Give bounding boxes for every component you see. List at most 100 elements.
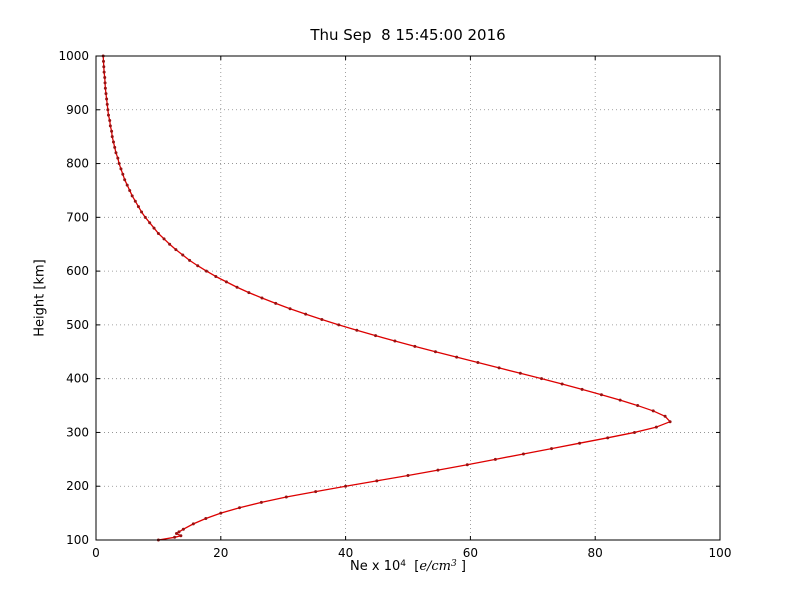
data-point-marker	[121, 172, 125, 176]
data-point-marker	[436, 468, 440, 472]
data-point-marker	[633, 430, 637, 434]
data-point-marker	[108, 124, 112, 128]
data-point-marker	[260, 296, 264, 300]
y-tick-label: 200	[66, 479, 89, 493]
data-point-marker	[102, 70, 106, 74]
data-point-marker	[599, 393, 603, 397]
y-tick-label: 1000	[58, 49, 89, 63]
data-point-marker	[259, 500, 263, 504]
data-point-marker	[578, 441, 582, 445]
data-point-marker	[204, 269, 208, 273]
data-point-marker	[106, 113, 110, 117]
data-point-marker	[274, 301, 278, 305]
data-point-marker	[179, 534, 183, 538]
data-point-marker	[116, 156, 120, 160]
data-point-marker	[497, 366, 501, 370]
data-point-marker	[175, 532, 178, 536]
data-point-marker	[247, 291, 251, 295]
data-point-marker	[406, 473, 410, 477]
data-point-marker	[636, 404, 640, 408]
data-point-marker	[204, 516, 208, 520]
data-point-marker	[103, 86, 107, 90]
data-point-marker	[337, 323, 341, 327]
data-point-marker	[177, 530, 181, 534]
data-point-marker	[375, 479, 379, 483]
data-point-marker	[651, 409, 655, 413]
data-point-marker	[119, 167, 123, 171]
data-point-marker	[238, 506, 242, 510]
data-point-marker	[284, 495, 288, 499]
data-point-marker	[455, 355, 459, 359]
data-point-marker	[125, 183, 129, 187]
x-label-exponent: 4	[400, 559, 406, 569]
data-point-marker	[374, 334, 378, 338]
data-point-marker	[493, 457, 497, 461]
data-point-marker	[606, 436, 610, 440]
x-label-text: Ne x 10	[350, 559, 401, 574]
data-point-marker	[106, 108, 110, 112]
data-point-marker	[214, 274, 218, 278]
y-tick-label: 600	[66, 264, 89, 278]
x-tick-label: 60	[463, 546, 478, 560]
data-point-marker	[114, 151, 118, 155]
data-point-marker	[111, 140, 115, 144]
data-point-marker	[143, 215, 147, 219]
data-point-marker	[140, 210, 144, 214]
data-point-marker	[191, 522, 195, 526]
data-point-marker	[355, 328, 359, 332]
data-point-marker	[288, 307, 292, 311]
data-point-marker	[580, 387, 584, 391]
x-label-units-exponent: 3	[451, 559, 457, 569]
data-point-marker	[304, 312, 308, 316]
data-point-marker	[320, 318, 324, 322]
data-point-marker	[181, 253, 185, 257]
data-point-marker	[173, 535, 177, 539]
x-label-bracket-close: ]	[456, 559, 466, 574]
data-point-marker	[110, 129, 114, 133]
data-point-marker	[393, 339, 397, 343]
x-tick-label: 80	[588, 546, 603, 560]
x-label-units: e/cm	[419, 559, 452, 574]
data-point-marker	[123, 178, 127, 182]
data-point-marker	[654, 425, 658, 429]
data-point-marker	[224, 280, 228, 284]
data-point-marker	[103, 81, 107, 85]
plot-curve	[102, 55, 671, 541]
y-tick-label: 500	[66, 318, 89, 332]
data-point-marker	[110, 135, 114, 139]
data-point-marker	[113, 145, 117, 149]
data-point-marker	[314, 490, 318, 494]
x-tick-label: 20	[213, 546, 228, 560]
data-point-marker	[618, 398, 622, 402]
y-tick-label: 100	[66, 533, 89, 547]
data-point-marker	[103, 76, 107, 80]
chart-title: Thu Sep 8 15:45:00 2016	[310, 26, 506, 44]
data-point-marker	[105, 102, 109, 106]
data-point-marker	[148, 221, 152, 225]
y-tick-label: 400	[66, 372, 89, 386]
data-point-marker	[521, 452, 525, 456]
data-point-marker	[101, 59, 105, 63]
data-point-marker	[104, 92, 108, 96]
x-axis-label: Ne x 104 [e/cm3 ]	[96, 559, 720, 574]
data-point-marker	[550, 447, 554, 451]
data-point-marker	[156, 231, 160, 235]
y-tick-label: 800	[66, 157, 89, 171]
x-label-bracket: [	[405, 559, 420, 574]
data-point-marker	[133, 199, 137, 203]
data-point-marker	[196, 264, 200, 268]
data-point-marker	[105, 97, 109, 101]
x-tick-label: 0	[92, 546, 100, 560]
data-point-marker	[128, 188, 132, 192]
data-point-marker	[174, 248, 178, 252]
data-point-marker	[235, 285, 239, 289]
data-point-marker	[130, 194, 134, 198]
axes-box	[95, 55, 721, 541]
data-point-marker	[433, 350, 437, 354]
data-point-marker	[518, 371, 522, 375]
data-point-marker	[136, 205, 140, 209]
data-point-marker	[162, 237, 166, 241]
data-point-marker	[663, 414, 667, 418]
